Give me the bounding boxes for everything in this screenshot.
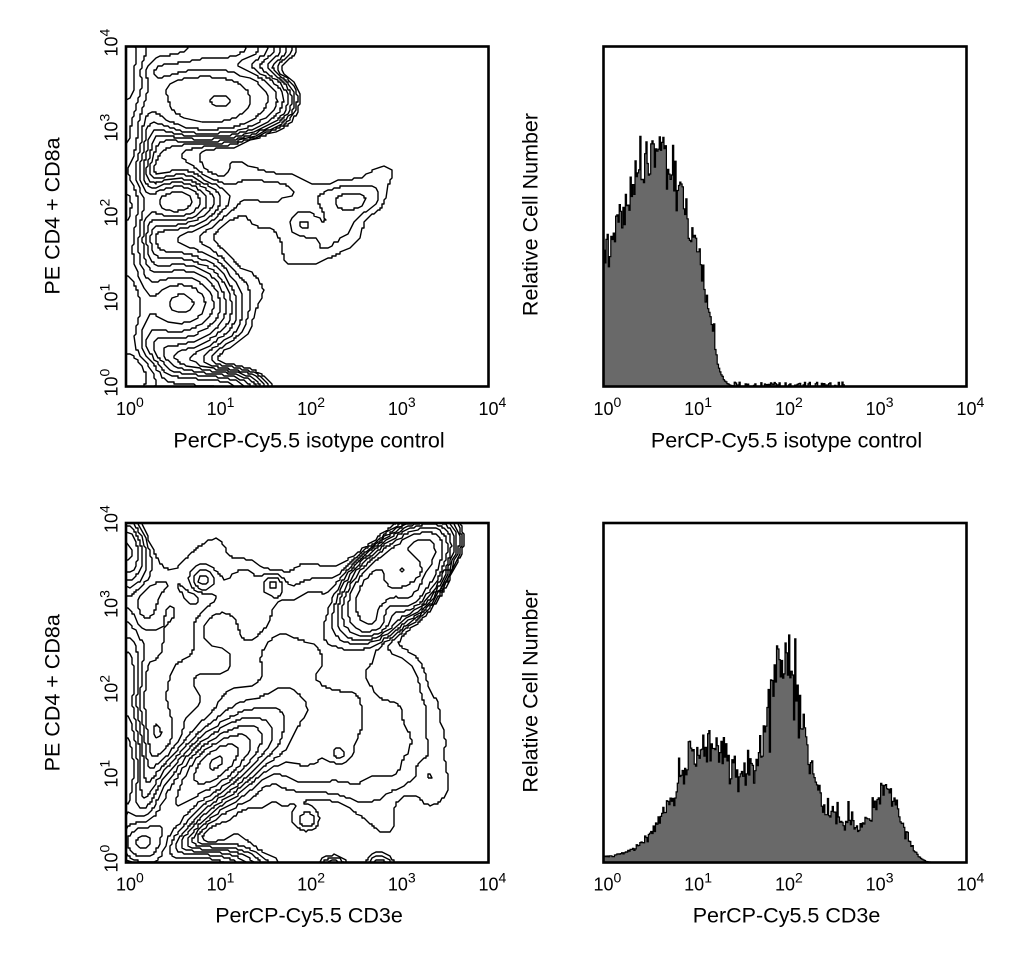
- svg-text:Relative Cell Number: Relative Cell Number: [519, 589, 543, 792]
- svg-text:100: 100: [116, 870, 144, 895]
- svg-text:PE CD4 + CD8a: PE CD4 + CD8a: [41, 137, 65, 294]
- svg-text:PerCP-Cy5.5 isotype control: PerCP-Cy5.5 isotype control: [651, 429, 922, 453]
- svg-text:PE CD4 + CD8a: PE CD4 + CD8a: [41, 614, 65, 771]
- svg-text:PerCP-Cy5.5 CD3e: PerCP-Cy5.5 CD3e: [693, 904, 881, 928]
- svg-text:Relative Cell Number: Relative Cell Number: [519, 113, 543, 316]
- svg-text:101: 101: [684, 870, 712, 895]
- svg-text:PerCP-Cy5.5 CD3e: PerCP-Cy5.5 CD3e: [215, 904, 403, 928]
- svg-text:PerCP-Cy5.5 isotype control: PerCP-Cy5.5 isotype control: [173, 429, 444, 453]
- svg-text:100: 100: [97, 368, 122, 396]
